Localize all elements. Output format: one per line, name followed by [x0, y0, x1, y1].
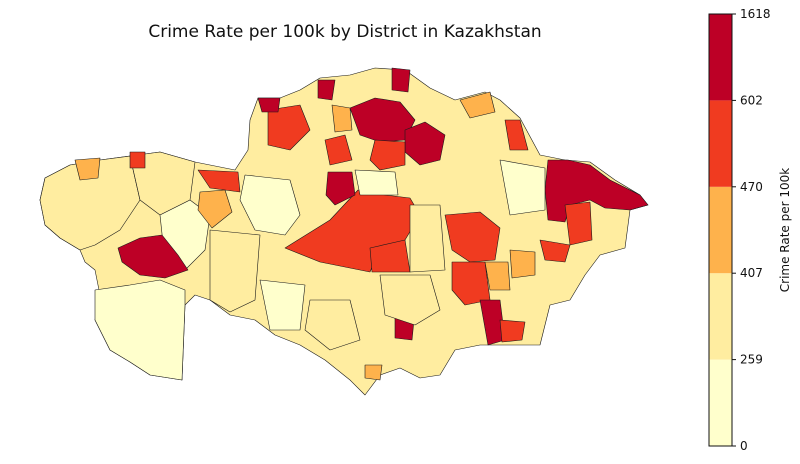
colorbar-block	[709, 14, 732, 101]
district	[459, 91, 496, 119]
district	[451, 261, 491, 306]
district	[331, 104, 353, 133]
colorbar-frame	[708, 13, 733, 447]
district	[317, 79, 336, 101]
district	[239, 174, 301, 236]
district	[539, 239, 571, 263]
district	[94, 279, 186, 381]
district	[209, 229, 261, 313]
district	[369, 139, 406, 171]
district	[564, 201, 593, 246]
district	[129, 151, 146, 169]
district	[304, 299, 361, 351]
district	[267, 104, 311, 151]
colorbar-tick-label: 602	[740, 93, 763, 107]
district	[354, 169, 399, 196]
district	[324, 134, 353, 166]
map-title: Crime Rate per 100k by District in Kazak…	[148, 22, 542, 42]
kazakhstan-district-map	[39, 67, 649, 396]
district	[259, 279, 306, 331]
district	[197, 169, 241, 193]
district	[499, 319, 526, 343]
district	[484, 261, 511, 291]
colorbar-tick-label: 259	[740, 353, 763, 367]
district	[499, 159, 546, 216]
district	[504, 119, 529, 151]
colorbar-block	[709, 186, 732, 274]
district	[391, 67, 411, 93]
colorbar-ticks: 0 259 407 470 602 1618	[732, 7, 771, 453]
district	[379, 274, 441, 326]
colorbar-tick-label: 407	[740, 266, 763, 280]
colorbar-tick-label: 470	[740, 180, 763, 194]
colorbar-label: Crime Rate per 100k	[778, 168, 792, 293]
colorbar-tick-label: 0	[740, 439, 748, 453]
district	[444, 211, 501, 263]
district	[544, 159, 649, 223]
colorbar-block	[709, 359, 732, 446]
colorbar-block	[709, 100, 732, 187]
district	[74, 157, 101, 181]
colorbar-blocks	[709, 14, 732, 446]
district	[197, 189, 233, 229]
district	[117, 234, 189, 279]
colorbar-tick-label: 1618	[740, 7, 771, 21]
district	[325, 171, 356, 206]
district	[409, 204, 446, 273]
district	[364, 364, 383, 381]
district	[257, 97, 281, 113]
colorbar-block	[709, 273, 732, 360]
district	[509, 249, 536, 279]
